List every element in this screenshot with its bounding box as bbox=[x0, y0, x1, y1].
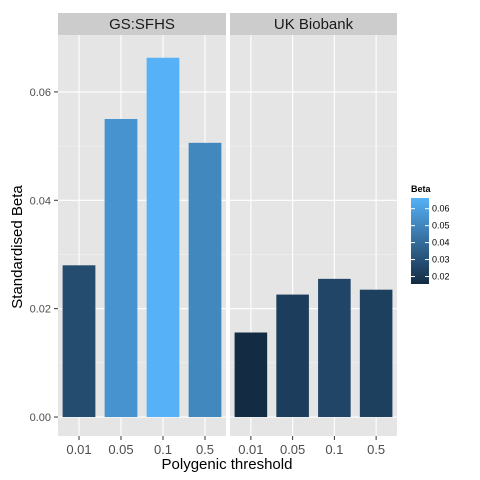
bar-uk-biobank-0_1 bbox=[318, 278, 351, 418]
bar-gs-sfhs-0_5 bbox=[188, 142, 222, 418]
facet-strip bbox=[230, 13, 397, 35]
facet-panel: GS:SFHS bbox=[58, 13, 226, 436]
legend-tick-label: 0.05 bbox=[432, 221, 450, 231]
legend-title: Beta bbox=[411, 184, 432, 194]
legend-colorbar bbox=[411, 198, 429, 284]
y-axis-title: Standardised Beta bbox=[9, 185, 26, 309]
bar-uk-biobank-0_05 bbox=[276, 294, 309, 418]
y-tick-label: 0.06 bbox=[30, 87, 51, 99]
legend-tick-label: 0.06 bbox=[432, 204, 450, 214]
bar-gs-sfhs-0_01 bbox=[62, 265, 96, 418]
legend-tick-label: 0.03 bbox=[432, 255, 450, 265]
facet-strip-label: UK Biobank bbox=[274, 16, 354, 33]
facet-strip-label: GS:SFHS bbox=[109, 16, 175, 33]
x-tick-label: 0.05 bbox=[108, 442, 133, 457]
y-tick-label: 0.02 bbox=[30, 304, 51, 316]
x-tick-label: 0.01 bbox=[66, 442, 91, 457]
y-tick-label: 0.04 bbox=[30, 195, 51, 207]
x-axis: 0.01 0.05 0.1 0.5 0.01 0.05 0.1 0.5 bbox=[66, 436, 385, 457]
x-tick-label: 0.01 bbox=[238, 442, 263, 457]
x-tick-label: 0.5 bbox=[367, 442, 385, 457]
legend-tick-label: 0.02 bbox=[432, 272, 450, 282]
bar-uk-biobank-0_01 bbox=[234, 332, 268, 418]
legend-tick-label: 0.04 bbox=[432, 238, 450, 248]
y-axis: 0.00 0.02 0.04 0.06 bbox=[30, 87, 58, 424]
y-tick-label: 0.00 bbox=[30, 412, 51, 424]
x-tick-label: 0.1 bbox=[325, 442, 343, 457]
bar-gs-sfhs-0_1 bbox=[146, 57, 180, 418]
bar-uk-biobank-0_5 bbox=[359, 289, 393, 418]
x-axis-title: Polygenic threshold bbox=[162, 456, 293, 473]
x-tick-label: 0.1 bbox=[154, 442, 172, 457]
facet-panel: UK Biobank bbox=[230, 13, 397, 436]
facet-strip bbox=[58, 13, 226, 35]
bar-gs-sfhs-0_05 bbox=[104, 118, 138, 418]
legend: Beta 0.02 0.03 0.04 0.05 0.06 bbox=[411, 184, 450, 284]
facet-panels: GS:SFHS UK Biobank bbox=[58, 13, 397, 436]
x-tick-label: 0.5 bbox=[196, 442, 214, 457]
x-tick-label: 0.05 bbox=[280, 442, 305, 457]
